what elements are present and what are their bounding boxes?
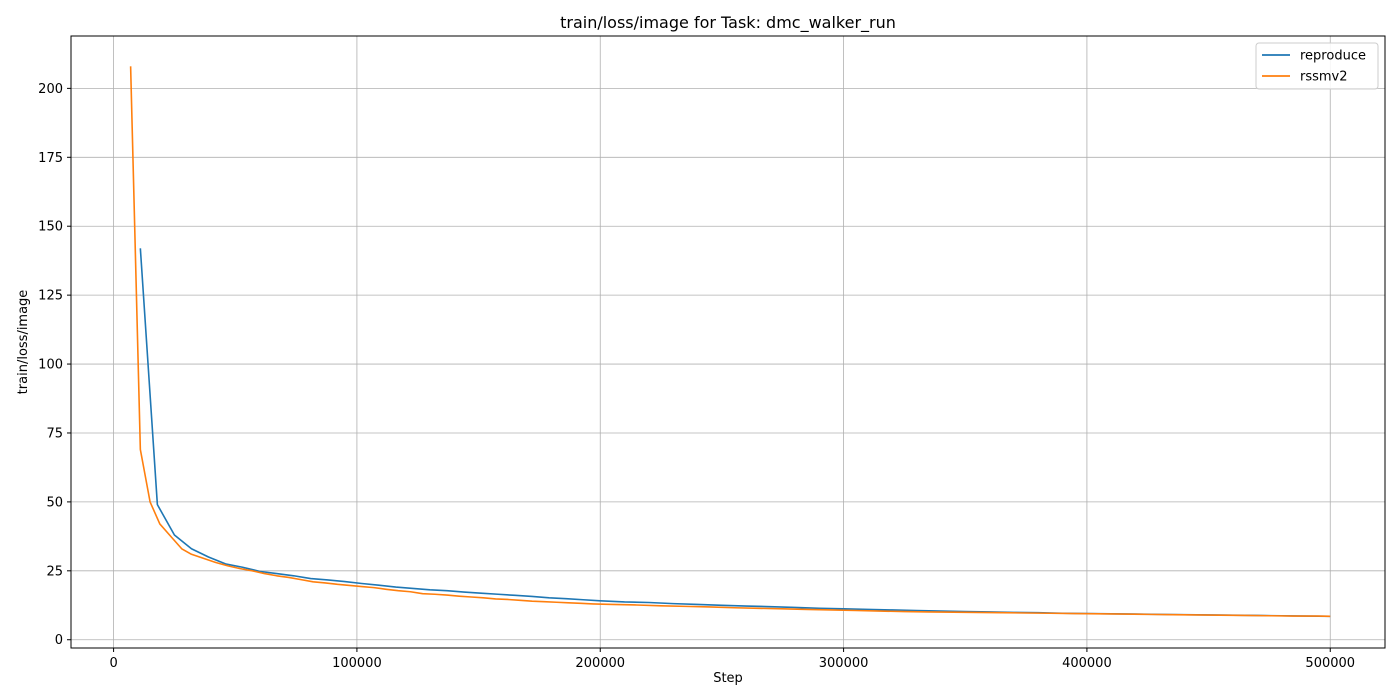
x-tick-label: 400000: [1062, 656, 1112, 671]
plot-area: [71, 36, 1385, 648]
series-layer: [129, 66, 1331, 618]
x-tick-label: 100000: [332, 656, 382, 671]
y-tick-label: 150: [38, 220, 63, 235]
y-tick-label: 75: [46, 426, 63, 441]
y-tick-label: 100: [38, 358, 63, 373]
y-axis-label: train/loss/image: [16, 290, 31, 395]
legend-label: rssmv2: [1300, 70, 1348, 85]
y-tick-label: 200: [38, 82, 63, 97]
x-axis-ticks: 0 100000 200000 300000 400000 500000: [109, 648, 1355, 671]
legend: reproduce rssmv2: [1255, 42, 1379, 90]
x-tick-label: 500000: [1305, 656, 1355, 671]
y-tick-label: 0: [55, 633, 63, 648]
y-tick-label: 125: [38, 289, 63, 304]
x-tick-label: 200000: [575, 656, 625, 671]
x-axis-label: Step: [713, 671, 743, 686]
x-tick-label: 0: [109, 656, 117, 671]
chart-title: train/loss/image for Task: dmc_walker_ru…: [560, 13, 896, 33]
y-tick-label: 25: [46, 564, 63, 579]
y-tick-label: 175: [38, 151, 63, 166]
legend-label: reproduce: [1300, 49, 1366, 64]
grid-lines: [71, 36, 1385, 648]
series-line-rssmv2: [129, 66, 1331, 618]
y-tick-label: 50: [46, 495, 63, 510]
x-tick-label: 300000: [819, 656, 869, 671]
y-axis-ticks: 0 25 50 75 100 125 150 175 200: [38, 82, 71, 648]
plot-frame: [70, 35, 1386, 649]
